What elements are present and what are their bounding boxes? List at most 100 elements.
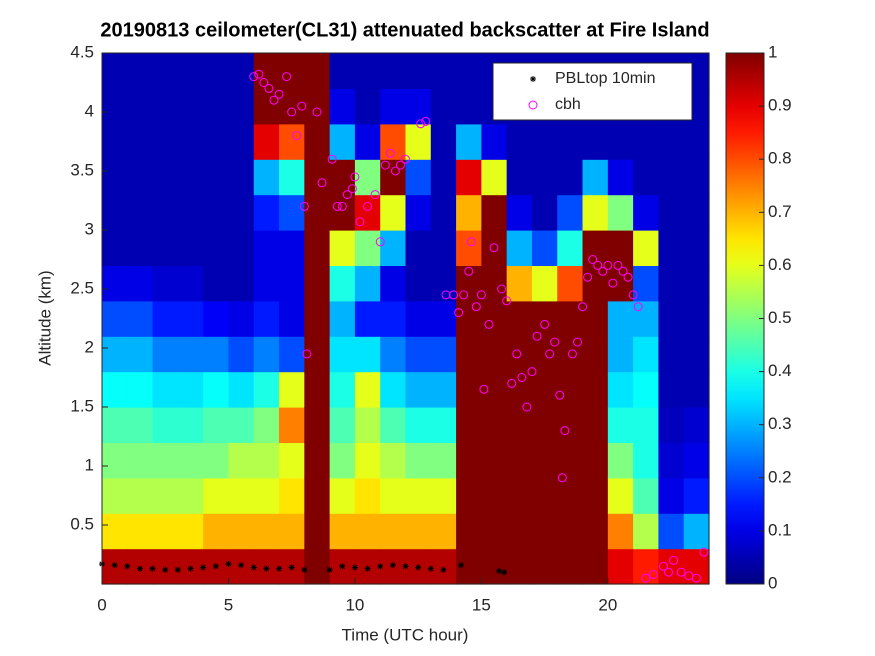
- cbh-point: [416, 119, 426, 129]
- cell: [354, 513, 381, 550]
- cell: [683, 407, 710, 443]
- cell: [253, 53, 280, 89]
- cell: [354, 407, 381, 443]
- cell: [683, 371, 710, 408]
- cell: [683, 442, 710, 479]
- cbh-point: [608, 278, 618, 288]
- cbh-point: [502, 296, 512, 306]
- y-tick-label: 0.5: [70, 514, 94, 533]
- cell: [531, 265, 558, 302]
- cell: [557, 371, 584, 408]
- cbh-point: [454, 308, 464, 318]
- cell: [557, 194, 584, 231]
- cell: [531, 477, 558, 514]
- cell: [279, 159, 305, 196]
- cell: [607, 159, 634, 196]
- cell: [354, 53, 381, 89]
- cell: [531, 123, 558, 160]
- cell: [152, 159, 179, 196]
- cbh-point: [669, 555, 679, 565]
- cbh-point: [464, 266, 474, 276]
- cell: [658, 407, 685, 443]
- cell: [582, 371, 609, 408]
- colorbar-tick-label: 0.9: [768, 96, 792, 115]
- y-tick-label: 4.5: [70, 42, 94, 61]
- y-tick-label: 1.5: [70, 396, 94, 415]
- cell: [102, 371, 128, 408]
- pbl-point: [263, 565, 270, 572]
- pbl-point: [238, 562, 245, 569]
- cell: [329, 407, 356, 443]
- cell: [607, 230, 634, 266]
- cbh-point: [342, 190, 352, 200]
- cell: [152, 407, 179, 443]
- cell: [380, 194, 407, 231]
- cell: [582, 159, 609, 196]
- cbh-point: [527, 367, 537, 377]
- chart-title: 20190813 ceilometer(CL31) attenuated bac…: [100, 19, 709, 41]
- cell: [607, 477, 634, 514]
- cell: [633, 477, 660, 514]
- cell: [683, 194, 710, 231]
- cell: [203, 159, 230, 196]
- colorbar-tick-label: 0.3: [768, 414, 792, 433]
- cell: [658, 194, 685, 231]
- cell: [304, 513, 331, 550]
- cell: [127, 442, 154, 479]
- cell: [531, 194, 558, 231]
- cbh-point: [583, 272, 593, 282]
- cell: [683, 513, 710, 550]
- cell: [329, 513, 356, 550]
- pbl-point: [136, 565, 143, 572]
- cell: [127, 407, 154, 443]
- cell: [456, 230, 482, 266]
- cell: [582, 442, 609, 479]
- cell: [683, 230, 710, 266]
- cell: [253, 230, 280, 266]
- cbh-point: [471, 302, 481, 312]
- cell: [152, 336, 179, 373]
- cbh-point: [517, 373, 527, 382]
- cell: [279, 230, 305, 266]
- pbl-point: [364, 565, 371, 572]
- cbh-point: [484, 319, 494, 329]
- cell: [557, 513, 584, 550]
- cell: [228, 230, 255, 266]
- pbl-point: [402, 563, 409, 570]
- cell: [658, 371, 685, 408]
- x-tick-label: 10: [345, 595, 364, 614]
- cell: [683, 123, 710, 160]
- cell: [481, 336, 508, 373]
- x-tick-label: 20: [598, 595, 617, 614]
- cell: [430, 371, 457, 408]
- cell: [506, 265, 533, 302]
- cell: [203, 88, 230, 125]
- cell: [102, 300, 128, 337]
- cell: [127, 300, 154, 337]
- cell: [279, 53, 305, 89]
- cell: [152, 53, 179, 89]
- cell: [329, 230, 356, 266]
- cbh-point: [497, 284, 507, 294]
- cell: [582, 194, 609, 231]
- cell: [582, 123, 609, 160]
- pbl-point: [162, 566, 169, 573]
- colorbar-tick-label: 0.1: [768, 520, 792, 539]
- cbh-point: [613, 260, 623, 270]
- colorbar-tick-label: 0: [768, 573, 777, 592]
- pbl-point: [174, 566, 181, 573]
- cell: [633, 513, 660, 550]
- cell: [177, 300, 204, 337]
- cell: [228, 442, 255, 479]
- cell: [304, 230, 331, 266]
- cell: [177, 53, 204, 89]
- cbh-point: [507, 378, 517, 388]
- cell: [279, 513, 305, 550]
- cell: [177, 123, 204, 160]
- colorbar-tick-label: 1: [768, 42, 777, 61]
- cbh-point: [588, 255, 598, 264]
- cell: [506, 300, 533, 337]
- cell: [228, 407, 255, 443]
- cell: [506, 442, 533, 479]
